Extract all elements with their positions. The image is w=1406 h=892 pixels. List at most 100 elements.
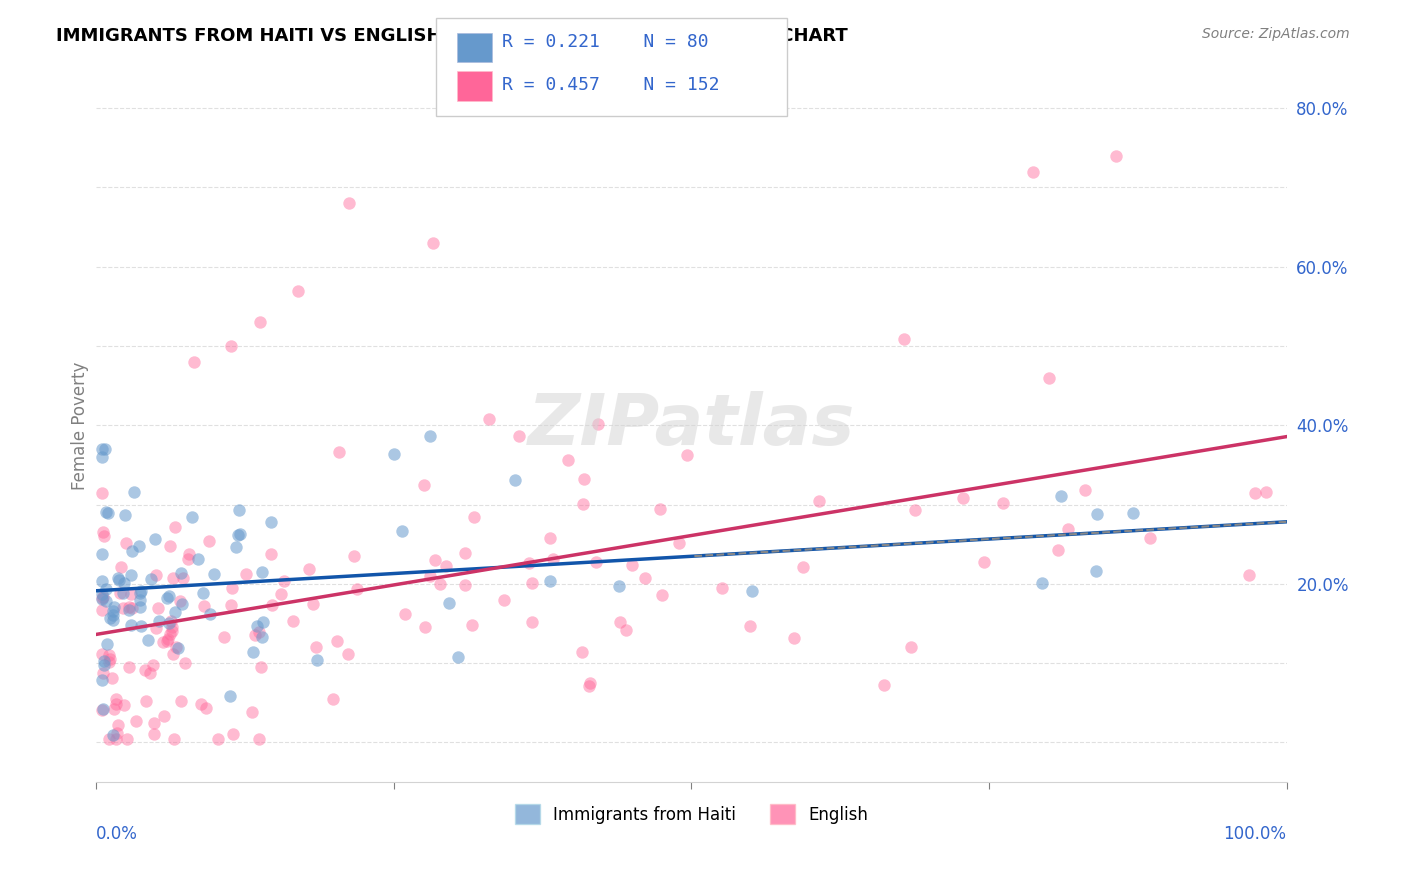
English (461, 618, 484, 632)
Immigrants from Haiti (218, 689, 240, 703)
Immigrants from Haiti (91, 587, 114, 601)
English (904, 503, 927, 517)
Immigrants from Haiti (103, 613, 125, 627)
English (195, 701, 218, 715)
Immigrants from Haiti (1122, 506, 1144, 520)
English (634, 571, 657, 585)
English (429, 577, 451, 591)
Immigrants from Haiti (170, 566, 193, 580)
Immigrants from Haiti (96, 637, 118, 651)
English (219, 599, 242, 613)
English (1105, 149, 1128, 163)
Immigrants from Haiti (91, 591, 114, 606)
English (808, 494, 831, 508)
English (198, 533, 221, 548)
English (134, 663, 156, 677)
English (143, 716, 166, 731)
Immigrants from Haiti (1085, 564, 1108, 578)
English (463, 510, 485, 524)
Immigrants from Haiti (91, 702, 114, 716)
English (541, 551, 564, 566)
English (145, 621, 167, 635)
Immigrants from Haiti (252, 565, 274, 579)
English (571, 645, 593, 659)
Text: R = 0.457    N = 152: R = 0.457 N = 152 (502, 76, 720, 94)
English (243, 628, 266, 642)
English (346, 582, 368, 596)
Immigrants from Haiti (94, 582, 117, 597)
English (108, 586, 131, 600)
Text: 100.0%: 100.0% (1223, 825, 1286, 843)
English (100, 671, 122, 685)
English (454, 546, 477, 560)
Immigrants from Haiti (200, 607, 222, 621)
English (322, 691, 344, 706)
English (415, 620, 437, 634)
Immigrants from Haiti (246, 619, 269, 633)
English (993, 496, 1015, 510)
Text: Source: ZipAtlas.com: Source: ZipAtlas.com (1202, 27, 1350, 41)
English (478, 412, 501, 426)
Immigrants from Haiti (384, 447, 406, 461)
Immigrants from Haiti (741, 583, 763, 598)
Immigrants from Haiti (439, 596, 461, 610)
Immigrants from Haiti (91, 442, 114, 456)
English (91, 525, 114, 540)
English (91, 602, 114, 616)
Immigrants from Haiti (120, 618, 142, 632)
English (337, 647, 360, 661)
Immigrants from Haiti (307, 653, 329, 667)
English (98, 655, 121, 669)
English (91, 591, 114, 605)
English (454, 578, 477, 592)
Immigrants from Haiti (107, 573, 129, 587)
English (668, 535, 690, 549)
English (343, 549, 366, 563)
English (160, 620, 183, 634)
Immigrants from Haiti (91, 547, 114, 561)
English (174, 656, 197, 670)
Text: 0.0%: 0.0% (96, 825, 138, 843)
English (221, 582, 243, 596)
English (177, 552, 200, 566)
English (183, 355, 205, 369)
English (163, 520, 186, 534)
English (492, 592, 515, 607)
Immigrants from Haiti (101, 607, 124, 622)
English (247, 731, 270, 746)
Text: IMMIGRANTS FROM HAITI VS ENGLISH FEMALE POVERTY CORRELATION CHART: IMMIGRANTS FROM HAITI VS ENGLISH FEMALE … (56, 27, 848, 45)
Immigrants from Haiti (1085, 508, 1108, 522)
English (212, 631, 235, 645)
Immigrants from Haiti (148, 615, 170, 629)
Text: ZIPatlas: ZIPatlas (527, 391, 855, 459)
Immigrants from Haiti (122, 485, 145, 500)
English (97, 731, 120, 746)
Immigrants from Haiti (1031, 576, 1053, 591)
English (1237, 567, 1260, 582)
Immigrants from Haiti (607, 579, 630, 593)
Immigrants from Haiti (91, 574, 114, 588)
Immigrants from Haiti (129, 618, 152, 632)
Immigrants from Haiti (193, 585, 215, 599)
English (156, 633, 179, 648)
English (91, 703, 114, 717)
English (104, 691, 127, 706)
Immigrants from Haiti (136, 633, 159, 648)
Immigrants from Haiti (93, 658, 115, 673)
Immigrants from Haiti (139, 572, 162, 586)
Immigrants from Haiti (94, 505, 117, 519)
English (738, 619, 761, 633)
English (91, 591, 114, 605)
English (1057, 523, 1080, 537)
English (578, 679, 600, 693)
English (413, 478, 436, 492)
English (153, 709, 176, 723)
English (422, 235, 444, 250)
English (249, 315, 271, 329)
English (614, 623, 637, 637)
English (508, 428, 530, 442)
English (163, 731, 186, 746)
English (145, 567, 167, 582)
English (973, 555, 995, 569)
Immigrants from Haiti (157, 589, 180, 603)
